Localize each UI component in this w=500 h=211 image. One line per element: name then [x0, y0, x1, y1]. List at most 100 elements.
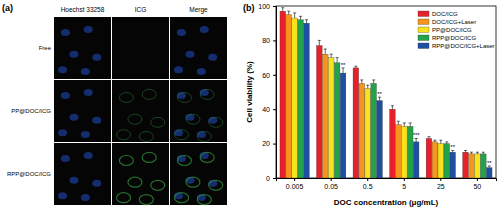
significance-label: **	[341, 62, 346, 68]
error-bar	[445, 142, 448, 144]
bar	[432, 142, 438, 178]
micrograph	[170, 143, 227, 205]
nucleus	[92, 117, 101, 124]
nucleus	[58, 129, 67, 136]
nucleus	[177, 29, 186, 36]
row-label: RPP@DOC/ICG	[7, 171, 51, 177]
micrograph	[112, 17, 169, 79]
bar	[463, 152, 469, 178]
error-bar	[409, 123, 412, 126]
bar	[328, 58, 334, 178]
icg-signal	[197, 195, 211, 205]
error-bar	[488, 166, 491, 168]
icg-signal	[177, 156, 191, 166]
error-bar	[464, 150, 467, 152]
y-axis: 020406080100	[258, 3, 276, 182]
bar	[280, 11, 286, 178]
nucleus	[58, 192, 67, 199]
legend-label: RPP@DOC/ICG+Laser	[432, 43, 495, 49]
y-tick: 0	[266, 175, 276, 182]
bar	[486, 168, 492, 178]
x-tick-label: 50	[473, 183, 481, 190]
x-tick-mark	[440, 178, 441, 181]
y-tick: 80	[262, 37, 276, 44]
error-bar	[397, 121, 400, 124]
icg-signal	[175, 130, 189, 140]
bar	[365, 89, 371, 178]
nucleus	[84, 26, 93, 33]
error-bar	[476, 152, 479, 154]
error-bar	[287, 11, 290, 14]
significance-label: **	[450, 144, 455, 150]
icg-signal	[186, 114, 200, 124]
bar	[377, 101, 383, 178]
bar	[286, 15, 292, 178]
x-tick-mark	[477, 178, 478, 181]
bar	[322, 54, 328, 178]
error-bar	[305, 20, 308, 23]
legend-swatch	[418, 19, 429, 25]
error-bar	[372, 80, 375, 83]
icg-signal	[209, 180, 223, 190]
x-tick: 50	[473, 178, 481, 190]
x-tick: 0.005	[286, 178, 304, 190]
x-tick-label: 5	[402, 183, 406, 190]
error-bar	[354, 66, 357, 68]
panel-label: (a)	[2, 3, 13, 13]
legend-swatch	[418, 11, 429, 17]
icg-signal	[117, 130, 131, 140]
icg-signal	[151, 180, 165, 190]
bar	[426, 138, 432, 178]
bar	[469, 154, 475, 178]
bar	[480, 154, 486, 178]
error-bar	[451, 150, 454, 152]
bar	[450, 152, 456, 178]
significance-label: **	[377, 91, 382, 97]
micrograph	[54, 143, 111, 205]
error-bar	[293, 13, 296, 18]
nucleus	[197, 68, 206, 75]
icg-signal	[142, 152, 156, 162]
error-bar	[366, 85, 369, 88]
x-axis-line	[277, 179, 497, 182]
x-tick: 25	[437, 178, 445, 190]
y-tick: 100	[258, 3, 276, 10]
bars	[280, 8, 492, 178]
icg-signal	[128, 114, 142, 124]
icg-signal	[175, 193, 189, 203]
column-header: Merge	[189, 6, 208, 14]
x-tick: 5	[402, 178, 406, 190]
nucleus	[69, 177, 78, 184]
column-header: Hoechst 33258	[61, 6, 105, 13]
nucleus	[69, 114, 78, 121]
icg-signal	[128, 177, 142, 187]
icg-signal	[139, 132, 153, 142]
error-bar	[403, 123, 406, 126]
nucleus	[174, 66, 183, 73]
error-bar	[482, 152, 485, 154]
error-bar	[299, 16, 302, 19]
error-bar	[470, 152, 473, 154]
error-bar	[336, 58, 339, 63]
error-bar	[318, 40, 321, 45]
y-tick-mark	[273, 75, 276, 76]
chart-title: (b)	[243, 3, 255, 13]
error-bar	[360, 80, 363, 83]
micrograph	[112, 80, 169, 142]
y-tick-label: 100	[258, 3, 270, 10]
bar	[334, 63, 340, 178]
nucleus	[84, 89, 93, 96]
y-axis-title: Cell viability (%)	[245, 61, 254, 123]
error-bar	[324, 49, 327, 54]
icg-signal	[186, 177, 200, 187]
legend-swatch	[418, 43, 429, 49]
bar	[298, 20, 304, 178]
icg-signal	[117, 193, 131, 203]
y-tick-mark	[273, 109, 276, 110]
x-tick-mark	[331, 178, 332, 181]
legend-swatch	[418, 27, 429, 33]
y-tick: 60	[262, 72, 276, 79]
micrograph	[54, 17, 111, 79]
x-tick-label: 0.5	[363, 183, 373, 190]
x-tick: 0.5	[363, 178, 373, 190]
